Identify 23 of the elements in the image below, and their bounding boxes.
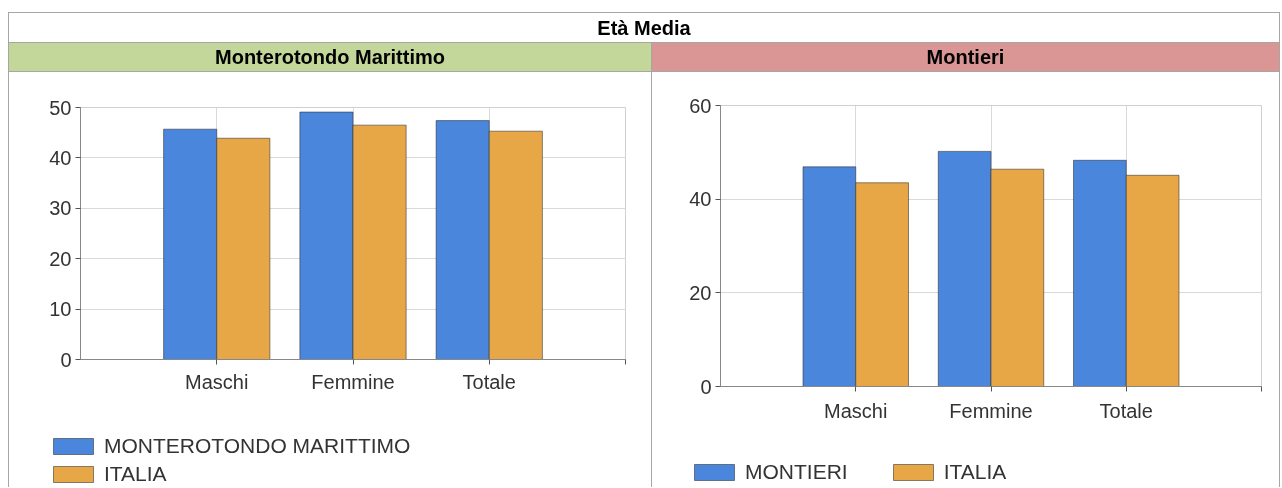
chart-title: Età Media [597,16,691,41]
x-tick-label: Maschi [824,399,888,422]
legend-label: ITALIA [943,460,1007,484]
legend-label: MONTIERI [745,460,848,484]
chart-subtitle: Montieri [926,45,1005,70]
y-tick-label: 0 [60,348,72,371]
y-tick-label: 10 [49,298,72,321]
y-tick-label: 50 [49,96,72,119]
x-tick-label: Femmine [949,399,1033,422]
y-tick-label: 40 [49,146,72,169]
legend-label: ITALIA [104,462,167,486]
y-tick-label: 30 [49,197,72,220]
x-tick-label: Totale [462,370,516,393]
y-tick-label: 40 [689,188,712,211]
y-tick-label: 20 [49,247,72,270]
x-tick-label: Femmine [311,370,395,393]
y-tick-label: 60 [689,94,712,117]
legend-label: MONTEROTONDO MARITTIMO [104,434,411,458]
x-tick-label: Totale [1099,399,1153,422]
x-tick-label: Maschi [185,370,249,393]
y-tick-label: 20 [689,281,712,304]
chart-subtitle: Monterotondo Marittimo [215,45,445,70]
y-tick-label: 0 [700,375,712,398]
